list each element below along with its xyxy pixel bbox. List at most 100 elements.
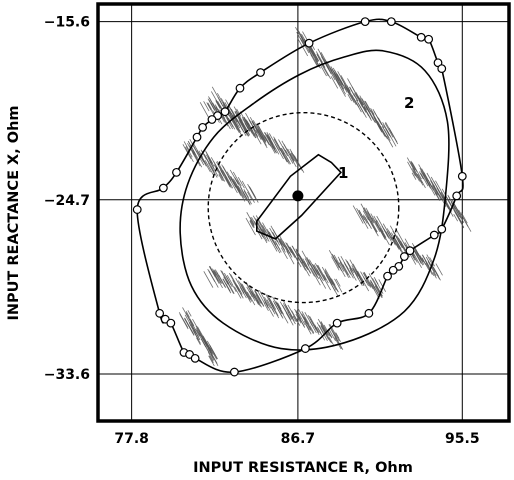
cloud-stroke [279, 238, 285, 248]
annotation-contour-2: 2 [404, 94, 414, 112]
cloud-stroke [278, 307, 289, 324]
cloud-stroke [237, 185, 247, 202]
cloud-stroke [295, 313, 302, 324]
cloud-stroke [283, 244, 288, 252]
contour-marker [304, 38, 314, 48]
cloud-stroke [226, 274, 233, 285]
cloud-stroke [335, 332, 341, 342]
cloud-stroke [318, 324, 324, 334]
cloud-stroke [333, 73, 341, 84]
cloud-stroke [263, 299, 274, 317]
contour-marker [190, 353, 200, 363]
data-clouds [178, 26, 472, 367]
cloud-stroke [338, 262, 345, 272]
cloud-stroke [297, 38, 303, 47]
cloud-stroke [309, 259, 319, 275]
cloud-stroke [250, 219, 255, 227]
contour-marker [429, 230, 439, 240]
cloud-stroke [250, 291, 259, 306]
cloud-stroke [361, 277, 370, 292]
cloud-stroke [357, 95, 364, 106]
x-tick-label: 95.5 [445, 431, 480, 447]
cloud-stroke [243, 128, 249, 137]
data-cluster [328, 249, 386, 299]
cloud-stroke [367, 108, 376, 123]
cloud-stroke [432, 184, 442, 200]
cloud-stroke [301, 315, 312, 331]
cloud-stroke [213, 270, 222, 284]
cloud-stroke [240, 282, 251, 300]
cloud-stroke [210, 166, 218, 178]
cloud-stroke [331, 278, 336, 286]
cloud-stroke [301, 39, 310, 54]
contour-2 [179, 49, 450, 351]
data-cluster [182, 138, 259, 206]
cloud-stroke [263, 303, 269, 311]
cloud-stroke [360, 271, 368, 283]
cloud-stroke [419, 255, 425, 263]
cloud-stroke [208, 344, 218, 359]
cloud-stroke [275, 144, 284, 160]
contour-marker [220, 107, 230, 117]
cloud-stroke [413, 170, 418, 179]
cloud-stroke [247, 191, 252, 200]
cloud-stroke [333, 254, 340, 265]
cloud-stroke [339, 261, 350, 278]
cloud-stroke [280, 147, 285, 155]
cloud-stroke [264, 297, 271, 309]
cloud-stroke [299, 259, 307, 271]
cloud-stroke [334, 278, 343, 293]
cloud-stroke [268, 298, 279, 316]
cloud-stroke [218, 170, 226, 182]
cloud-stroke [295, 311, 306, 328]
cloud-stroke [254, 132, 262, 145]
cloud-stroke [421, 180, 426, 189]
cloud-stroke [391, 236, 396, 244]
contour-marker [383, 271, 392, 281]
cloud-stroke [184, 314, 191, 324]
cloud-stroke [368, 218, 379, 237]
plot-frame [96, 2, 511, 423]
tick-labels: 77.8 86.7 95.5 −15.6 −24.7 −33.6 [44, 15, 480, 447]
cloud-stroke [255, 215, 267, 233]
cloud-stroke [324, 69, 329, 77]
cloud-stroke [263, 131, 274, 149]
cloud-stroke [376, 219, 384, 233]
cloud-stroke [232, 171, 242, 187]
cloud-stroke [239, 286, 247, 299]
cloud-stroke [353, 93, 359, 102]
cloud-stroke [184, 318, 195, 336]
cloud-stroke [208, 158, 215, 170]
contour-marker [437, 64, 447, 74]
cloud-stroke [290, 248, 298, 260]
cloud-stroke [246, 286, 253, 298]
cloud-stroke [236, 108, 242, 117]
cloud-stroke [304, 258, 310, 266]
cloud-stroke [218, 274, 227, 289]
cloud-stroke [256, 129, 267, 146]
cloud-stroke [218, 99, 224, 107]
x-tick-label: 86.7 [281, 431, 316, 447]
cloud-stroke [421, 257, 430, 271]
cloud-stroke [383, 124, 390, 136]
cloud-stroke [445, 196, 452, 207]
contour-marker [386, 17, 396, 27]
cloud-stroke [261, 135, 266, 143]
cloud-stroke [287, 250, 293, 258]
cloud-stroke [370, 280, 380, 297]
cloud-stroke [338, 81, 345, 91]
cloud-stroke [371, 217, 381, 233]
cloud-stroke [346, 88, 357, 105]
cloud-stroke [184, 317, 195, 335]
cloud-stroke [285, 242, 292, 254]
cloud-stroke [362, 272, 372, 287]
cloud-stroke [270, 307, 276, 315]
cloud-stroke [225, 276, 233, 288]
cloud-stroke [351, 265, 359, 277]
cloud-stroke [259, 290, 269, 307]
cloud-stroke [320, 321, 330, 337]
cloud-stroke [231, 283, 237, 292]
cloud-stroke [245, 120, 256, 139]
cloud-stroke [328, 329, 336, 342]
cloud-stroke [419, 256, 425, 265]
